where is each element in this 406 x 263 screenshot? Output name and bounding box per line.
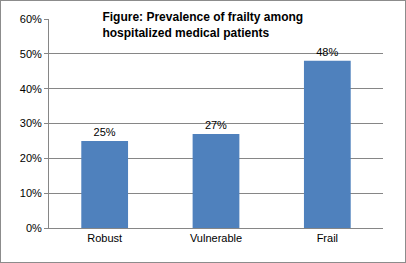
svg-text:30%: 30% bbox=[20, 117, 42, 129]
svg-text:0%: 0% bbox=[26, 222, 42, 234]
svg-text:50%: 50% bbox=[20, 48, 42, 60]
svg-text:Robust: Robust bbox=[87, 232, 122, 244]
svg-text:Vulnerable: Vulnerable bbox=[190, 232, 242, 244]
svg-text:Frail: Frail bbox=[317, 232, 338, 244]
svg-text:Figure: Prevalence of frailty: Figure: Prevalence of frailty amonghospi… bbox=[102, 10, 303, 40]
svg-text:60%: 60% bbox=[20, 13, 42, 25]
svg-text:27%: 27% bbox=[205, 119, 227, 131]
svg-text:40%: 40% bbox=[20, 83, 42, 95]
svg-text:10%: 10% bbox=[20, 187, 42, 199]
svg-text:48%: 48% bbox=[316, 46, 338, 58]
svg-text:25%: 25% bbox=[94, 126, 116, 138]
svg-text:20%: 20% bbox=[20, 152, 42, 164]
